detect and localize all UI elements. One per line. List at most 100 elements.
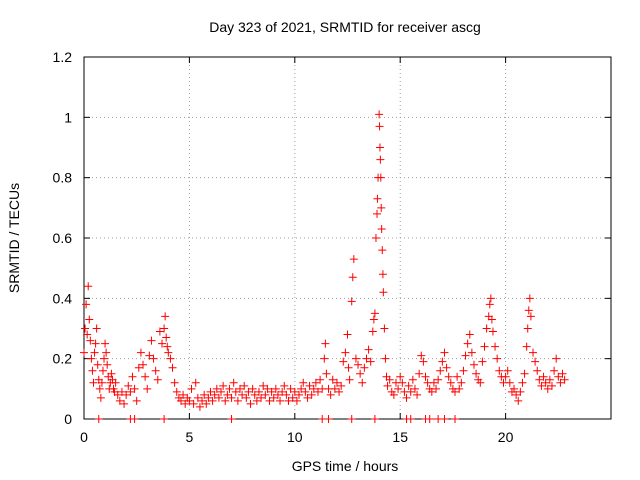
data-point [257, 393, 266, 402]
data-point [259, 381, 268, 390]
data-point [155, 327, 164, 336]
data-point [87, 354, 96, 363]
data-point [297, 384, 306, 393]
data-point [505, 378, 514, 387]
data-point [305, 381, 314, 390]
data-point [465, 330, 474, 339]
data-point [406, 415, 415, 423]
data-point [337, 381, 346, 390]
data-point [377, 224, 386, 233]
data-point [286, 384, 295, 393]
data-point [179, 390, 188, 399]
data-point [523, 324, 532, 333]
data-point [115, 396, 124, 405]
data-point [378, 270, 387, 279]
data-point [535, 375, 544, 384]
data-point [451, 387, 460, 396]
data-point [103, 360, 112, 369]
y-tick-label: 1.2 [53, 49, 73, 65]
data-point [444, 372, 453, 381]
data-point [389, 390, 398, 399]
data-point [526, 312, 535, 321]
data-point [161, 312, 170, 321]
data-point [531, 357, 540, 366]
data-point [463, 339, 472, 348]
data-point [102, 348, 111, 357]
data-point [558, 369, 567, 378]
data-point [290, 387, 299, 396]
data-point [446, 378, 455, 387]
data-point [261, 390, 270, 399]
data-point [376, 173, 385, 182]
x-tick-label: 20 [498, 429, 514, 445]
data-point [487, 315, 496, 324]
data-point [85, 315, 94, 324]
data-point [128, 372, 137, 381]
data-point [219, 381, 228, 390]
data-point [101, 339, 110, 348]
data-point [332, 378, 341, 387]
x-tick-label: 0 [80, 429, 88, 445]
data-point [356, 369, 365, 378]
data-point [503, 366, 512, 375]
data-point [541, 378, 550, 387]
data-point [459, 366, 468, 375]
data-point [100, 354, 109, 363]
data-point [543, 384, 552, 393]
data-point [370, 309, 379, 318]
data-point [376, 155, 385, 164]
data-point [280, 381, 289, 390]
data-point [537, 381, 546, 390]
data-point [413, 390, 422, 399]
data-point [343, 330, 352, 339]
data-point [354, 360, 363, 369]
data-point [113, 390, 122, 399]
data-point [166, 354, 175, 363]
y-tick-label: 0.6 [53, 230, 73, 246]
data-point [143, 384, 152, 393]
data-point [364, 345, 373, 354]
y-tick-label: 0.4 [53, 290, 73, 306]
data-point [552, 354, 561, 363]
data-point [214, 393, 223, 402]
data-point [170, 378, 179, 387]
data-point [233, 396, 242, 405]
data-point [322, 369, 331, 378]
data-point [225, 384, 234, 393]
data-point [92, 324, 101, 333]
data-point [248, 384, 257, 393]
data-point [252, 396, 261, 405]
data-point [370, 415, 379, 423]
data-point [417, 351, 426, 360]
data-point [185, 396, 194, 405]
data-point [556, 378, 565, 387]
y-tick-label: 1 [64, 109, 72, 125]
data-point [398, 378, 407, 387]
data-point [145, 351, 154, 360]
data-point [560, 375, 569, 384]
data-point [347, 415, 356, 423]
data-point [84, 282, 93, 291]
data-point [512, 390, 521, 399]
data-point [86, 336, 95, 345]
data-point [321, 339, 330, 348]
data-point [96, 393, 105, 402]
data-point [200, 390, 209, 399]
data-point [191, 378, 200, 387]
data-point [514, 396, 523, 405]
data-point [488, 327, 497, 336]
data-point [381, 354, 390, 363]
data-point [282, 390, 291, 399]
data-point [358, 378, 367, 387]
data-point [107, 369, 116, 378]
data-point [375, 143, 384, 152]
data-point [153, 375, 162, 384]
data-point [284, 396, 293, 405]
data-point [301, 387, 310, 396]
data-point [193, 393, 202, 402]
data-point [461, 351, 470, 360]
x-tick-label: 5 [186, 429, 194, 445]
data-point [147, 336, 156, 345]
data-point [345, 375, 354, 384]
data-point [394, 384, 403, 393]
